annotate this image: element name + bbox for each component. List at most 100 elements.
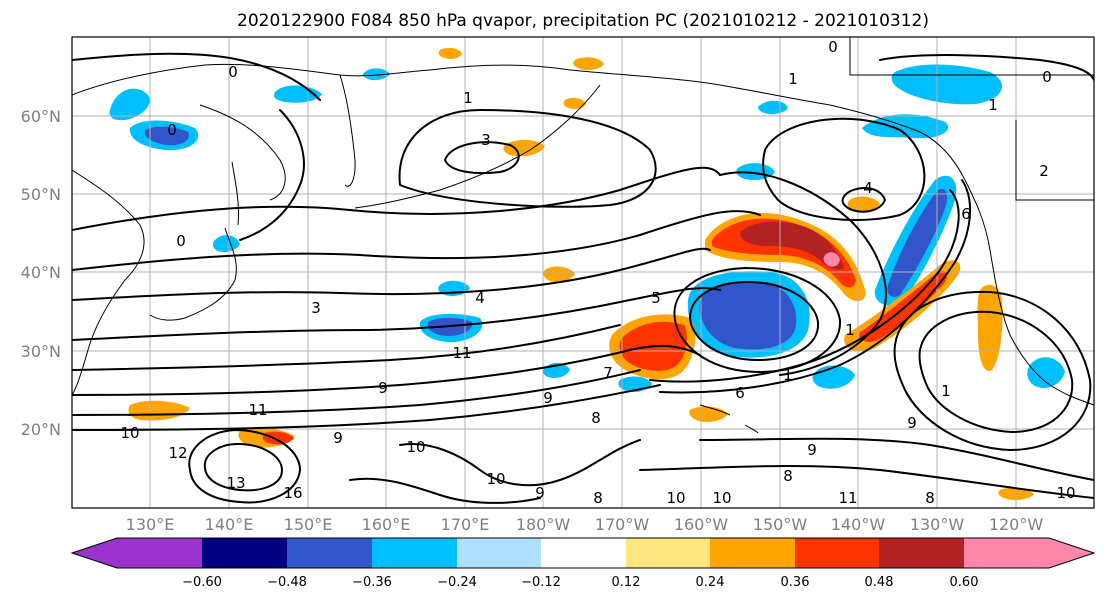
colorbar-tick-label: 0.12 [612, 575, 641, 590]
contour-south-wave-2 [349, 477, 541, 504]
colorbar-segment [72, 538, 202, 568]
contour-label: 0 [176, 232, 186, 250]
contour-northwest-1 [72, 52, 321, 101]
negative-region-northwest [109, 88, 150, 121]
colorbar-tick-label: −0.12 [521, 575, 561, 590]
contour-label: 8 [591, 409, 601, 427]
contour-label: 9 [543, 389, 553, 407]
longitude-label: 130°E [126, 515, 175, 534]
contour-jet-4 [72, 287, 721, 341]
contour-label: 9 [907, 414, 917, 432]
contour-jet-1 [72, 166, 721, 231]
latitude-label: 60°N [21, 107, 61, 126]
longitude-label: 160°E [362, 515, 411, 534]
contour-label: 10 [666, 489, 685, 507]
contour-label: 1 [783, 366, 793, 384]
contour-low-arc-1 [719, 171, 887, 376]
contour-label: 8 [593, 489, 603, 507]
contour-label: 0 [228, 63, 238, 81]
negative-region-northeast [891, 64, 1002, 105]
contour-low-arc-3 [659, 179, 972, 394]
contour-label: 2 [1039, 162, 1049, 180]
contour-label: 7 [603, 364, 613, 382]
coastline-canada-border [849, 37, 1094, 201]
contour-label: 11 [452, 344, 471, 362]
colorbar-segment [964, 538, 1094, 568]
colorbar-segment [626, 538, 710, 568]
contour-southwest-loop-12 [188, 429, 301, 504]
contour-low-arc-2 [649, 189, 960, 383]
contour-label: 9 [535, 484, 545, 502]
contour-southwest-loop-inner [203, 443, 283, 492]
contour-northwest-2 [239, 109, 305, 241]
colorbar-segment [710, 538, 795, 568]
longitude-label: 130°W [910, 515, 965, 534]
negative-region-central-low-core [699, 281, 797, 350]
contour-label: 6 [961, 205, 971, 223]
contour-label: 1 [463, 89, 473, 107]
colorbar: −0.60 −0.48 −0.36 −0.24 −0.12 0.12 0.24 … [70, 537, 1096, 590]
latitude-label: 20°N [21, 420, 61, 439]
contour-southeast-2 [639, 464, 1094, 499]
contour-label: 4 [863, 179, 873, 197]
contour-label: 12 [168, 444, 187, 462]
longitude-label: 140°W [831, 515, 886, 534]
contour-label: 3 [311, 299, 321, 317]
coastline-hawaii [699, 404, 759, 434]
latitude-label: 50°N [21, 185, 61, 204]
latitude-label: 40°N [21, 263, 61, 282]
contour-label: 9 [333, 429, 343, 447]
longitude-axis: 130°E 140°E 150°E 160°E 170°E 180°W 170°… [126, 515, 1044, 534]
contour-jet-3 [72, 247, 711, 301]
contour-label: 16 [283, 484, 302, 502]
contour-jet-5 [72, 324, 621, 371]
contour-label: 10 [120, 424, 139, 442]
contour-gulf-small [841, 187, 886, 213]
colorbar-tick-label: −0.24 [437, 575, 477, 590]
longitude-label: 150°E [284, 515, 333, 534]
colorbar-segment [795, 538, 879, 568]
colorbar-tick-label: 0.48 [865, 575, 894, 590]
negative-region-small-5 [212, 235, 240, 252]
colorbar-tick-label: −0.36 [352, 575, 392, 590]
contour-east-high [893, 290, 1092, 451]
coastline-japan [149, 227, 237, 321]
coastline-okhotsk-mainland [199, 104, 286, 201]
negative-region-north [274, 85, 322, 103]
contour-label: 10 [712, 489, 731, 507]
contour-jet-8 [72, 384, 661, 431]
contour-label: 1 [788, 70, 798, 88]
negative-region-small-9 [362, 68, 390, 81]
contour-southeast-1 [699, 437, 1094, 481]
contour-south-wave-1 [399, 439, 641, 487]
negative-region-small-6 [758, 100, 788, 115]
longitude-label: 150°W [753, 515, 808, 534]
contour-label: 0 [167, 121, 177, 139]
colorbar-segment [457, 538, 541, 568]
contour-label: 8 [925, 489, 935, 507]
contour-label: 4 [475, 289, 485, 307]
longitude-label: 140°E [205, 515, 254, 534]
negative-region-small-4 [1027, 357, 1065, 388]
colorbar-tick-label: −0.60 [182, 575, 222, 590]
contour-label: 1 [988, 96, 998, 114]
colorbar-segment [541, 538, 626, 568]
contour-label: 10 [406, 438, 425, 456]
colorbar-outline [70, 537, 1096, 569]
colorbar-segment [372, 538, 457, 568]
contour-label: 3 [481, 131, 491, 149]
contour-lines [72, 52, 1094, 504]
contour-label: 10 [1056, 484, 1075, 502]
colorbar-tick-label: 0.24 [696, 575, 725, 590]
longitude-label: 180°W [516, 515, 571, 534]
positive-region-arc-north-peak [823, 252, 840, 267]
positive-region-small-4 [573, 57, 604, 71]
contour-jet-2 [72, 210, 761, 271]
contour-northeast-loop [879, 54, 1094, 81]
positive-region-south-west-inner [262, 431, 294, 445]
longitude-label: 170°W [595, 515, 650, 534]
coastlines [72, 37, 1094, 434]
contour-label: 1 [941, 382, 951, 400]
contour-label: 5 [651, 289, 661, 307]
